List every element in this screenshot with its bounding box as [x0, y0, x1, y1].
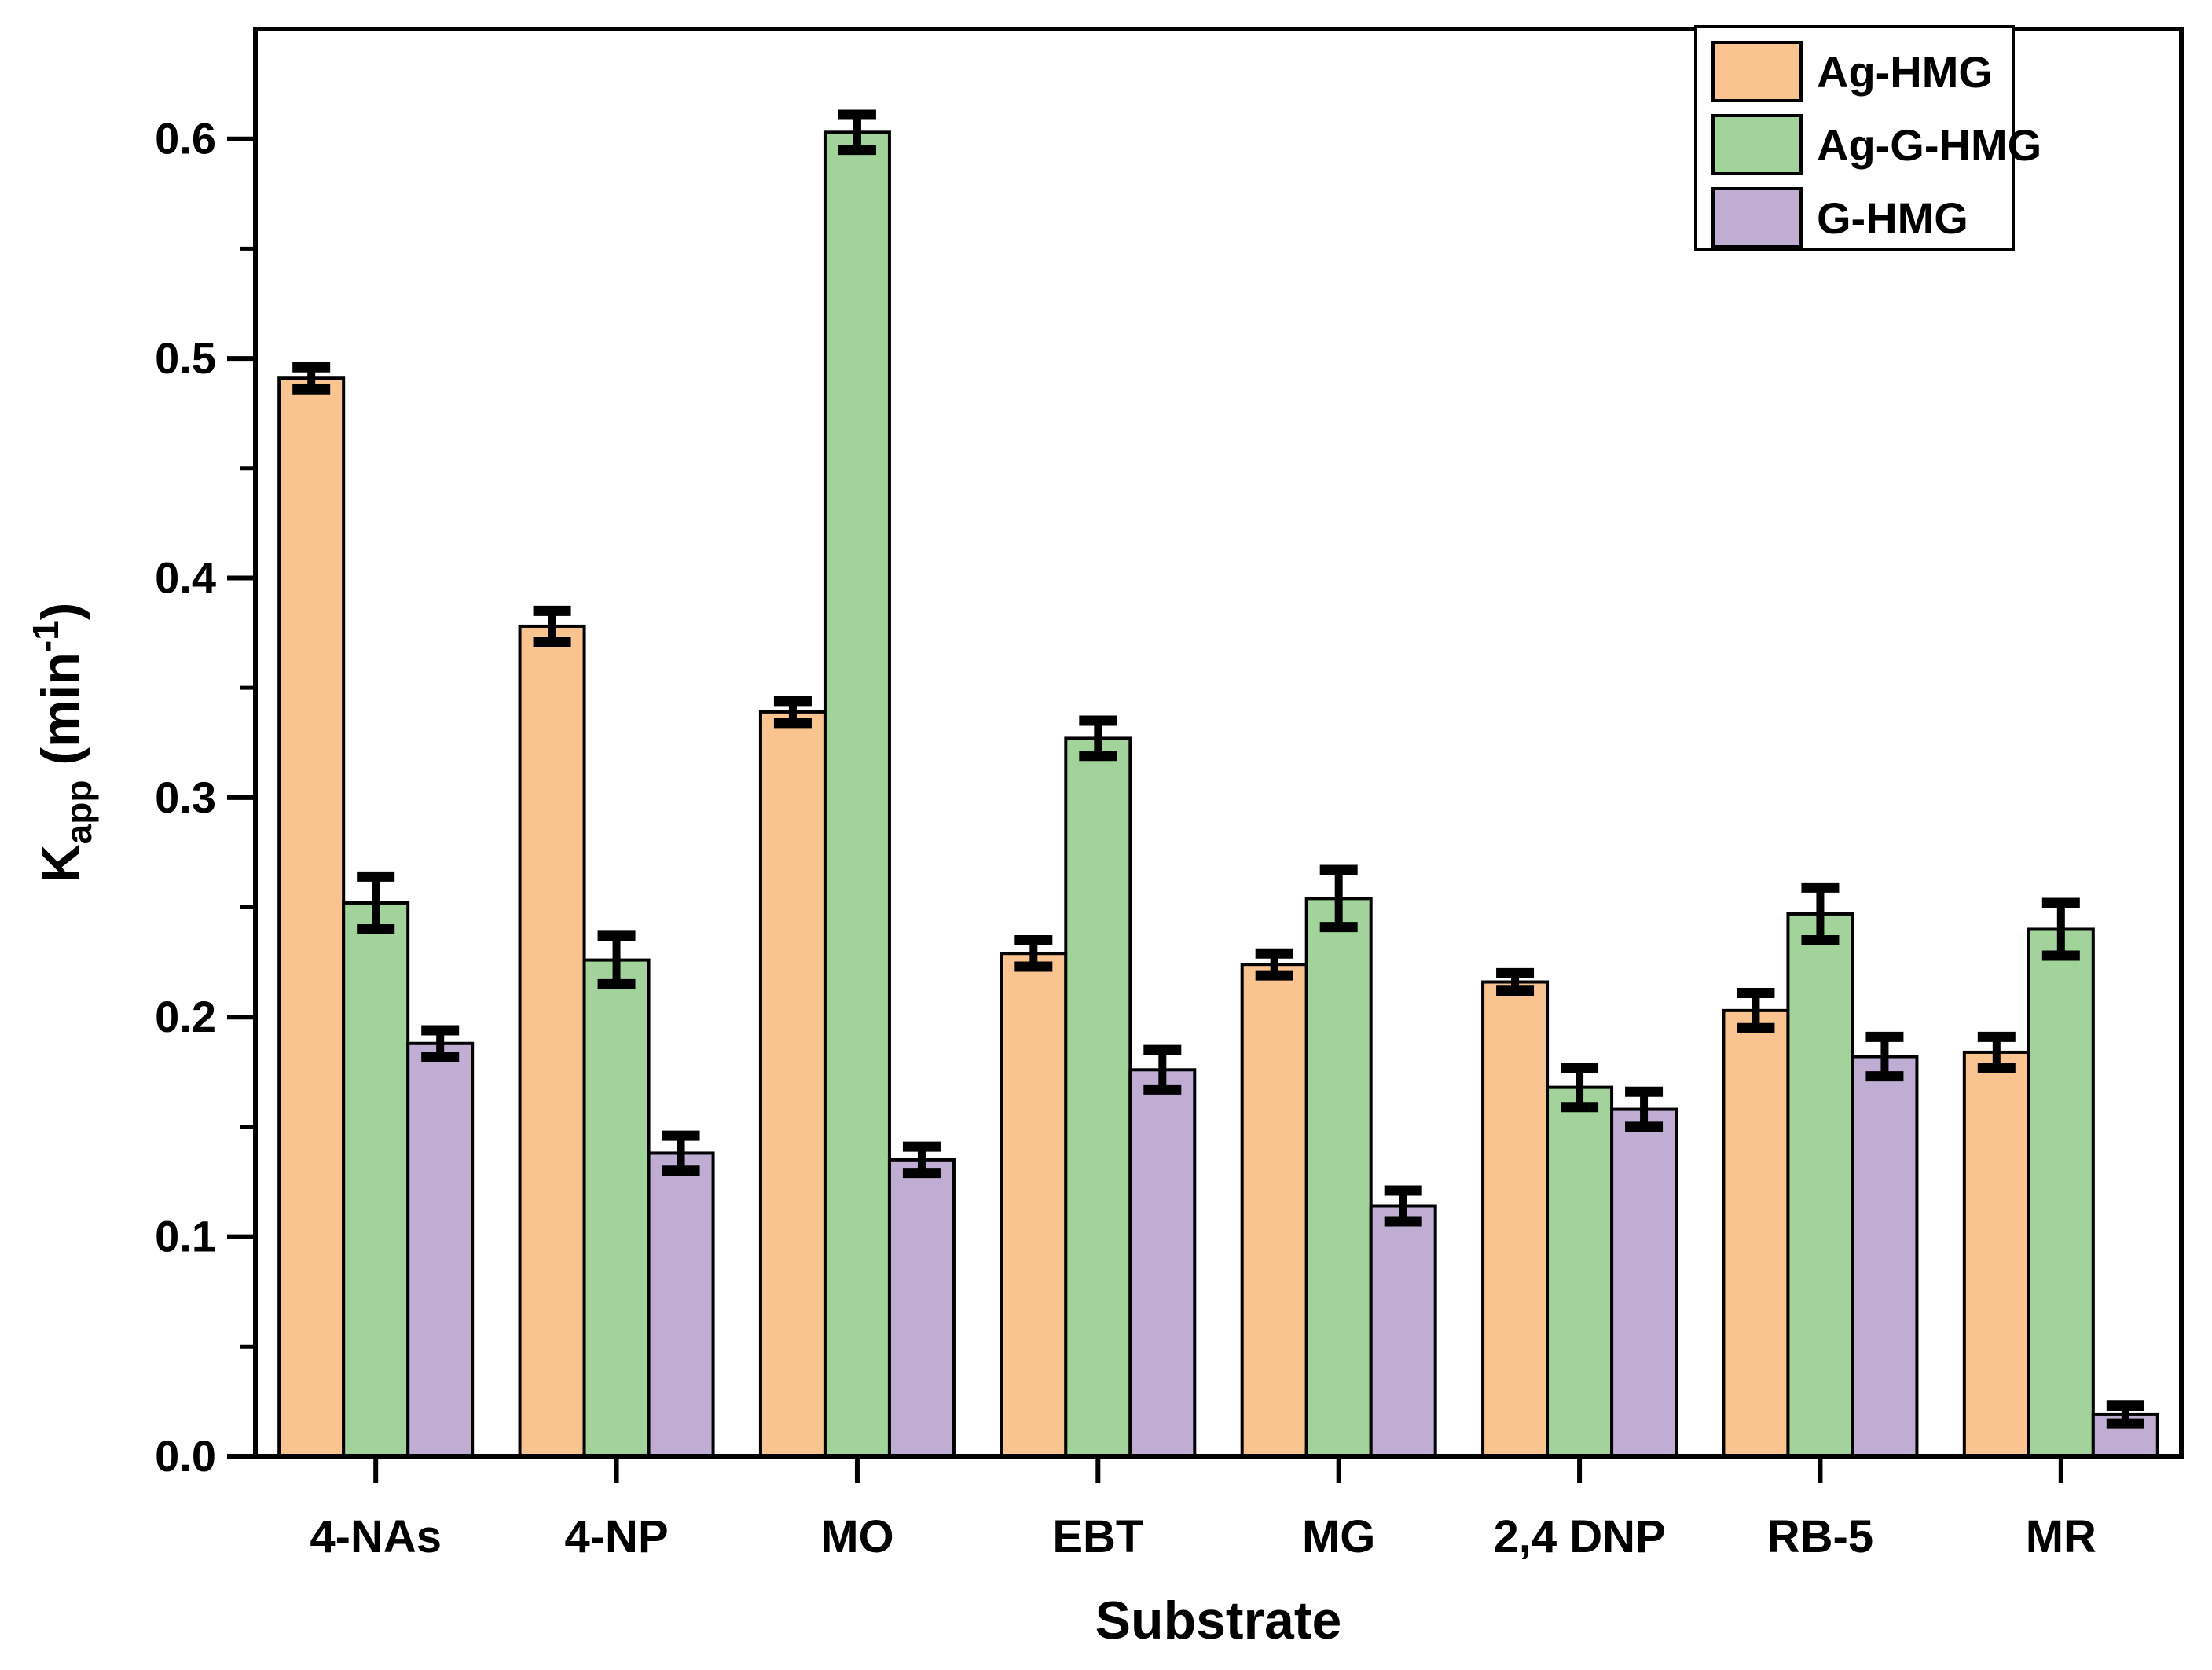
bar-Ag-HMG-4-NP — [518, 624, 586, 1458]
bar-Ag-HMG-MO — [758, 710, 827, 1458]
y-tick-label: 0.5 — [155, 333, 216, 383]
x-tick-label: RB-5 — [1767, 1511, 1873, 1562]
y-tick-label: 0.6 — [155, 114, 216, 163]
legend-label-G-HMG: G-HMG — [1817, 193, 1968, 243]
legend-label-Ag-HMG: Ag-HMG — [1817, 47, 1993, 97]
bar-Ag-G-HMG-2,4 DNP — [1546, 1085, 1614, 1458]
bar-Ag-HMG-4-NAs — [277, 376, 346, 1458]
x-tick-label: MG — [1302, 1511, 1375, 1562]
x-tick-label: 4-NP — [564, 1511, 668, 1562]
bar-Ag-HMG-EBT — [1000, 952, 1068, 1458]
bar-G-HMG-2,4 DNP — [1610, 1107, 1678, 1458]
legend-swatch-G-HMG — [1711, 187, 1803, 248]
bar-G-HMG-RB-5 — [1851, 1055, 1919, 1459]
x-tick-label: 4-NAs — [310, 1511, 442, 1562]
x-tick-label: EBT — [1052, 1511, 1143, 1562]
bar-Ag-G-HMG-4-NP — [582, 958, 651, 1459]
bar-Ag-HMG-MR — [1962, 1050, 2030, 1458]
y-tick-label: 0.2 — [155, 992, 216, 1041]
y-tick-label: 0.4 — [155, 552, 216, 602]
legend-swatch-Ag-G-HMG — [1711, 114, 1803, 175]
bar-G-HMG-4-NAs — [406, 1041, 475, 1459]
bar-Ag-HMG-RB-5 — [1722, 1008, 1790, 1458]
y-tick-label: 0.1 — [155, 1212, 216, 1261]
bar-Ag-G-HMG-MO — [823, 130, 891, 1458]
bar-G-HMG-MO — [887, 1158, 956, 1459]
y-axis-title: Kapp (min-1) — [25, 603, 99, 883]
x-tick-label: 2,4 DNP — [1493, 1511, 1665, 1562]
plot-border — [253, 27, 2184, 1459]
legend-swatch-Ag-HMG — [1711, 41, 1803, 102]
bar-Ag-G-HMG-RB-5 — [1786, 912, 1854, 1459]
bar-Ag-G-HMG-MR — [2027, 927, 2095, 1458]
bar-G-HMG-EBT — [1128, 1068, 1197, 1458]
x-tick-label: MO — [820, 1511, 893, 1562]
x-tick-label: MR — [2026, 1511, 2096, 1562]
bar-Ag-HMG-MG — [1240, 963, 1308, 1458]
bar-Ag-G-HMG-EBT — [1064, 736, 1132, 1458]
bar-G-HMG-MG — [1369, 1204, 1437, 1459]
bar-G-HMG-4-NP — [647, 1151, 715, 1458]
bar-Ag-G-HMG-4-NAs — [342, 901, 410, 1459]
y-tick-label: 0.0 — [155, 1431, 216, 1481]
bar-Ag-G-HMG-MG — [1304, 897, 1373, 1458]
y-tick-label: 0.3 — [155, 773, 216, 822]
legend-label-Ag-G-HMG: Ag-G-HMG — [1817, 120, 2041, 170]
x-axis-title: Substrate — [1095, 1591, 1342, 1650]
bar-Ag-HMG-2,4 DNP — [1481, 980, 1550, 1458]
